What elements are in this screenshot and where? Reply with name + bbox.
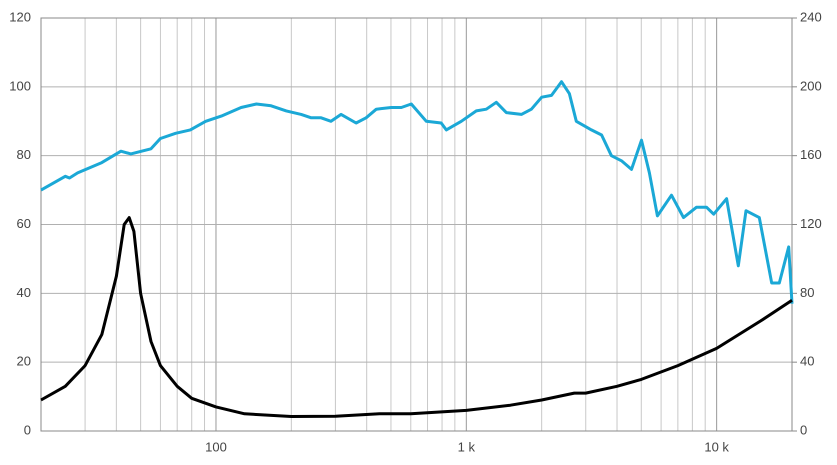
- y-tick-label: 120: [9, 9, 31, 24]
- x-tick-label: 100: [205, 439, 227, 454]
- series-line: [40, 216, 793, 418]
- series-line: [40, 80, 794, 304]
- x-tick-label: 10 k: [704, 439, 729, 454]
- plot-frame: [40, 17, 793, 432]
- y-tick-label: 60: [17, 216, 31, 231]
- y2-tick-label: 160: [800, 147, 822, 162]
- x-tick-label: 1 k: [458, 439, 476, 454]
- y2-tick-label: 200: [800, 78, 822, 93]
- y2-tick-label: 240: [800, 9, 822, 24]
- y-tick-label: 80: [17, 147, 31, 162]
- y2-tick-label: 120: [800, 216, 822, 231]
- y2-tick-label: 80: [800, 285, 814, 300]
- y2-tick-label: 40: [800, 354, 814, 369]
- y-tick-label: 0: [24, 422, 31, 437]
- y-tick-label: 20: [17, 354, 31, 369]
- y-tick-label: 100: [9, 78, 31, 93]
- y-tick-label: 40: [17, 285, 31, 300]
- y2-tick-label: 0: [800, 422, 807, 437]
